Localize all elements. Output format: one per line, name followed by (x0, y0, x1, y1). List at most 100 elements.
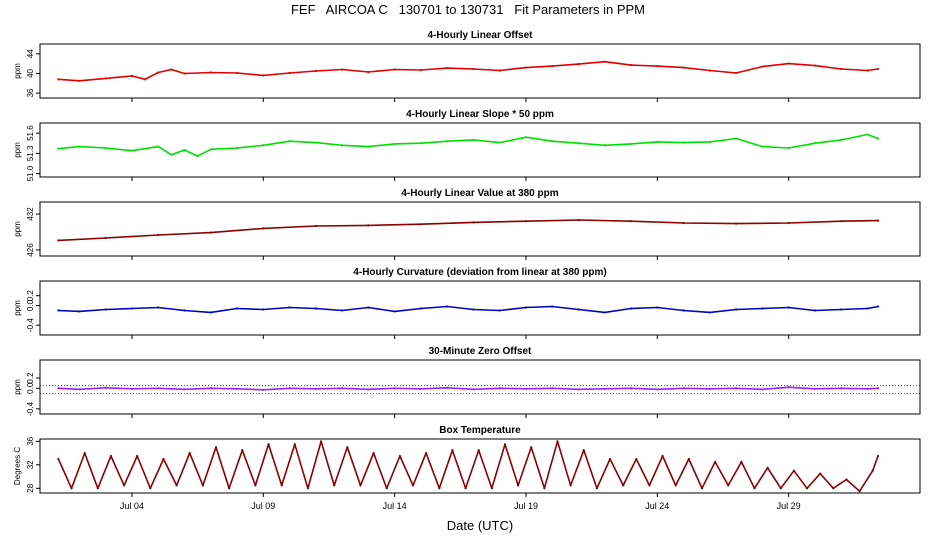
data-point-0-17 (446, 66, 449, 70)
data-point-5-6 (136, 454, 139, 458)
data-point-3-4 (157, 306, 160, 309)
data-point-5-9 (175, 484, 178, 487)
panel-ylabel-0: ppm (13, 63, 22, 79)
data-point-5-31 (464, 487, 467, 490)
data-point-0-0 (57, 78, 60, 81)
data-point-1-29 (761, 145, 764, 148)
data-point-5-51 (727, 484, 730, 487)
data-point-1-16 (419, 142, 422, 145)
data-point-1-7 (196, 154, 199, 158)
ytick-label-5-2: 36 (26, 436, 35, 445)
data-point-5-33 (490, 487, 493, 490)
data-point-0-1 (78, 79, 81, 82)
ytick-label-3-1: 0.0 (26, 299, 35, 311)
series-line-4 (58, 386, 879, 391)
data-point-5-58 (819, 472, 822, 475)
data-point-3-26 (735, 308, 738, 311)
data-point-2-0 (57, 239, 60, 242)
data-point-5-53 (753, 487, 756, 490)
data-point-1-20 (524, 136, 528, 139)
data-point-3-17 (498, 309, 501, 312)
data-point-5-3 (96, 487, 99, 490)
data-point-5-20 (319, 440, 323, 443)
data-point-0-20 (524, 66, 528, 69)
data-point-3-23 (656, 306, 659, 309)
ytick-label-1-0: 51.0 (26, 165, 35, 181)
xtick-label-4: Jul 24 (645, 501, 669, 511)
panel-title-0: 4-Hourly Linear Offset (427, 30, 533, 41)
data-point-4-29 (813, 387, 817, 390)
data-point-3-1 (78, 310, 81, 313)
data-point-2-14 (787, 221, 790, 225)
panel-ylabel-3: ppm (13, 300, 22, 316)
data-point-2-16 (876, 219, 880, 222)
ytick-label-2-1: 432 (26, 207, 35, 221)
data-point-5-61 (858, 490, 861, 493)
data-point-4-5 (183, 388, 186, 391)
data-point-0-9 (235, 71, 239, 75)
data-point-4-13 (393, 387, 396, 390)
data-point-0-25 (656, 64, 659, 68)
data-point-4-0 (57, 387, 60, 390)
data-point-5-0 (57, 457, 60, 461)
data-point-5-38 (556, 440, 559, 443)
data-point-2-3 (209, 231, 212, 234)
data-point-0-19 (498, 69, 501, 72)
data-point-0-14 (367, 70, 370, 74)
data-point-0-21 (551, 64, 554, 68)
data-point-0-18 (472, 67, 475, 71)
ytick-label-3-2: 0.2 (26, 290, 35, 302)
data-point-3-15 (446, 305, 449, 308)
xtick-label-1: Jul 09 (251, 501, 275, 511)
data-point-5-57 (805, 487, 809, 490)
panel-ylabel-5: Degrees C (13, 447, 22, 485)
data-point-3-30 (840, 308, 843, 311)
data-point-0-27 (708, 69, 711, 72)
data-point-2-13 (735, 222, 738, 225)
data-point-4-12 (367, 388, 370, 391)
data-point-2-10 (577, 218, 580, 222)
data-point-3-7 (235, 307, 239, 310)
data-point-5-4 (109, 454, 113, 458)
data-point-5-18 (293, 443, 296, 446)
ytick-label-4-2: 0.2 (26, 372, 35, 384)
ytick-label-3-0: -0.4 (26, 318, 35, 332)
data-point-1-31 (813, 142, 817, 145)
data-point-5-5 (122, 484, 126, 487)
data-point-2-11 (629, 220, 633, 223)
panel-title-4: 30-Minute Zero Offset (429, 346, 532, 357)
data-point-5-44 (635, 457, 638, 461)
panel-ylabel-4: ppm (13, 379, 22, 395)
data-point-4-14 (419, 387, 422, 390)
data-point-4-15 (446, 386, 449, 389)
series-line-0 (58, 60, 879, 82)
xtick-label-2: Jul 14 (383, 501, 407, 511)
panel-title-2: 4-Hourly Linear Value at 380 ppm (401, 188, 558, 199)
data-point-5-14 (241, 449, 244, 452)
data-point-1-32 (840, 138, 843, 141)
data-point-5-7 (149, 487, 152, 490)
x-axis-label: Date (UTC) (446, 518, 514, 533)
data-point-1-23 (603, 144, 606, 147)
data-point-0-23 (603, 60, 606, 63)
data-point-5-15 (254, 484, 257, 487)
data-point-1-2 (104, 146, 107, 150)
data-point-5-50 (714, 460, 717, 463)
data-point-1-34 (876, 137, 880, 140)
data-point-1-15 (393, 142, 396, 146)
data-point-3-8 (262, 308, 265, 311)
data-point-3-5 (183, 309, 186, 312)
data-point-0-31 (813, 64, 817, 67)
data-point-4-2 (104, 386, 107, 389)
data-point-1-19 (498, 141, 501, 144)
data-point-3-29 (813, 309, 817, 312)
panel-ylabel-2: ppm (13, 221, 22, 237)
data-point-0-13 (340, 68, 344, 71)
data-point-3-24 (682, 309, 685, 312)
xtick-label-3: Jul 19 (514, 501, 538, 511)
data-point-3-31 (866, 307, 869, 310)
ytick-label-2-0: 426 (26, 243, 35, 257)
data-point-0-3 (130, 74, 134, 78)
data-point-3-3 (130, 307, 134, 310)
